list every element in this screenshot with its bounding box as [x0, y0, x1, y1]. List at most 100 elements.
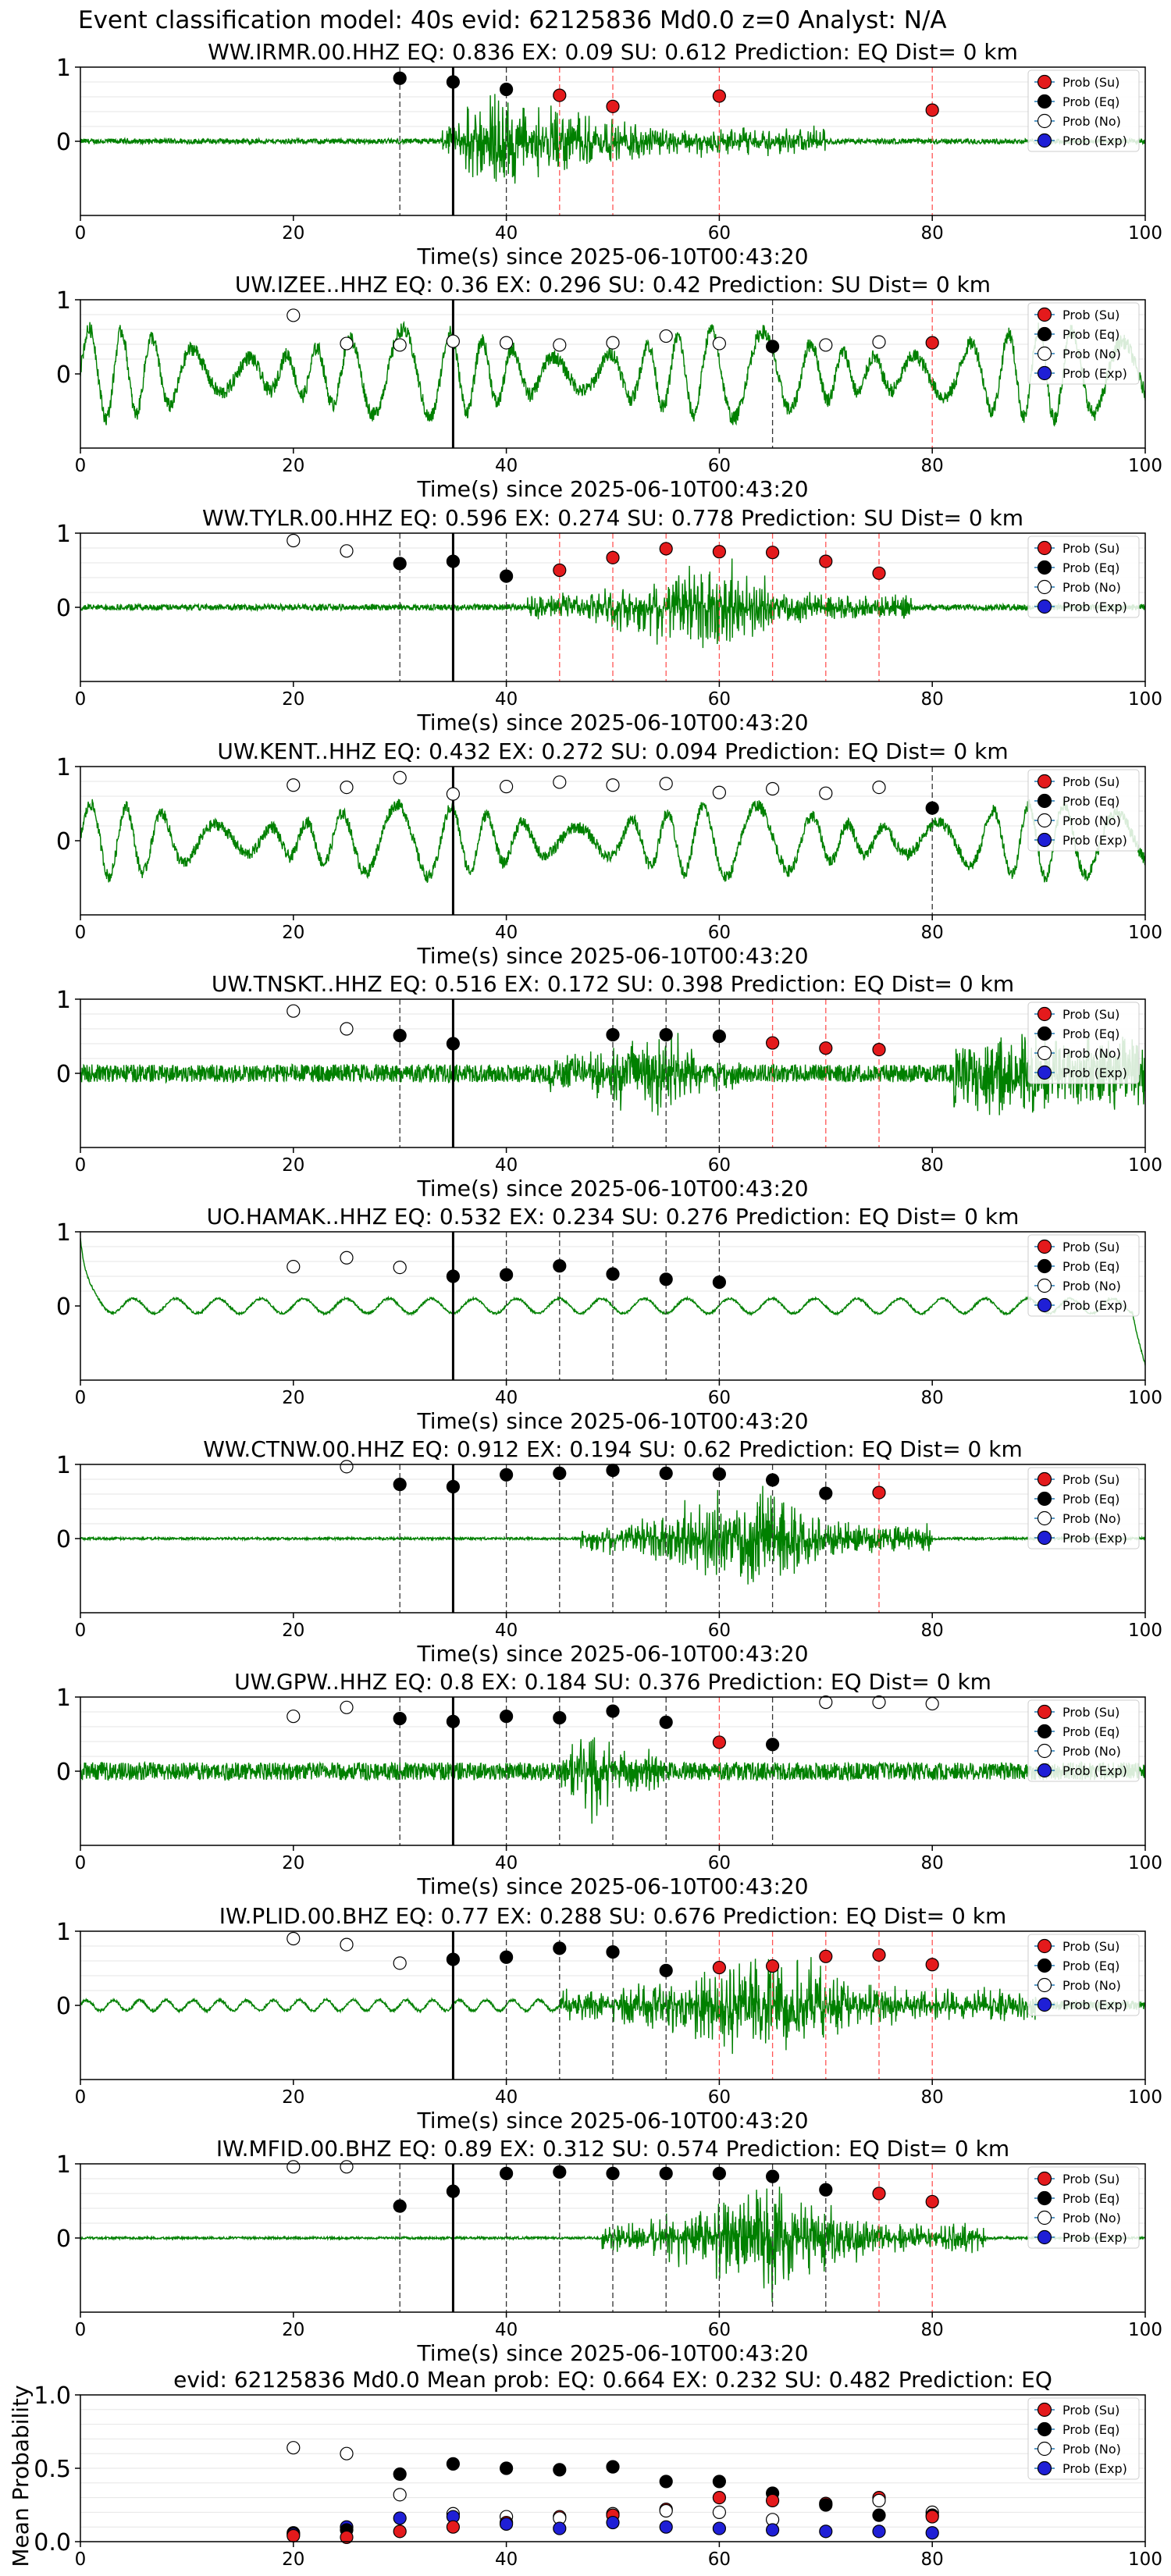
prob-point-eq	[712, 1467, 727, 1481]
y-axis-label: Mean Probability	[8, 2385, 34, 2567]
prob-point-eq	[393, 557, 407, 571]
prob-point-eq	[553, 1259, 567, 1273]
x-tick-label: 80	[921, 1155, 944, 1176]
legend-marker-exp	[1037, 832, 1052, 848]
legend-label-no: Prob (No)	[1062, 2211, 1121, 2226]
legend-label-su: Prob (Su)	[1062, 774, 1119, 789]
y-tick-label: 1	[56, 1919, 71, 1946]
legend-label-no: Prob (No)	[1062, 347, 1121, 361]
x-tick-label: 60	[708, 1621, 731, 1641]
prob-point-eq	[553, 1711, 567, 1725]
prob-point-su	[340, 2530, 354, 2544]
x-tick-label: 60	[708, 2549, 731, 2570]
legend-marker-exp	[1037, 1065, 1052, 1080]
legend-label-exp: Prob (Exp)	[1062, 833, 1127, 848]
plot-area	[80, 1931, 1145, 2080]
prob-point-su	[606, 99, 620, 113]
prob-point-eq	[659, 1272, 673, 1286]
legend-label-su: Prob (Su)	[1062, 1472, 1119, 1487]
plot-area	[80, 1464, 1145, 1613]
mean-probability-panel: evid: 62125836 Md0.0 Mean prob: EQ: 0.66…	[8, 2367, 1162, 2570]
legend-label-no: Prob (No)	[1062, 1279, 1121, 1293]
legend-marker-no	[1037, 813, 1052, 828]
legend-label-exp: Prob (Exp)	[1062, 1298, 1127, 1313]
prob-point-exp	[712, 2521, 727, 2535]
legend-label-no: Prob (No)	[1062, 1046, 1121, 1061]
x-tick-label: 40	[495, 689, 518, 710]
prob-point-exp	[659, 2520, 673, 2534]
x-tick-label: 40	[495, 1853, 518, 1873]
plot-area	[80, 300, 1145, 448]
legend-label-no: Prob (No)	[1062, 2442, 1121, 2457]
prob-point-eq	[446, 1037, 461, 1051]
prob-point-no	[287, 1710, 301, 1724]
prob-point-eq	[446, 2184, 461, 2198]
legend-label-su: Prob (Su)	[1062, 308, 1119, 322]
x-tick-label: 80	[921, 2320, 944, 2340]
x-tick-label: 0	[75, 1621, 87, 1641]
y-tick-label: 0	[56, 1061, 71, 1088]
legend-label-exp: Prob (Exp)	[1062, 2230, 1127, 2245]
waveform-trace	[80, 94, 1145, 184]
prob-point-su	[659, 542, 673, 556]
prob-point-su	[819, 1949, 833, 1963]
legend-box	[1027, 1934, 1140, 2016]
prob-point-eq	[659, 1466, 673, 1481]
x-tick-label: 60	[708, 2320, 731, 2340]
station-panel-5: UO.HAMAK..HHZ EQ: 0.532 EX: 0.234 SU: 0.…	[56, 1204, 1162, 1434]
legend-box	[1027, 535, 1140, 618]
x-tick-label: 0	[75, 923, 87, 943]
station-panel-7: UW.GPW..HHZ EQ: 0.8 EX: 0.184 SU: 0.376 …	[56, 1669, 1162, 1899]
x-tick-label: 100	[1128, 1155, 1162, 1176]
legend-label-su: Prob (Su)	[1062, 1939, 1119, 1954]
x-tick-label: 40	[495, 923, 518, 943]
x-tick-label: 0	[75, 2320, 87, 2340]
legend-label-su: Prob (Su)	[1062, 2172, 1119, 2186]
x-tick-label: 100	[1128, 689, 1162, 710]
x-tick-label: 40	[495, 1621, 518, 1641]
legend-marker-su	[1037, 774, 1052, 789]
x-axis-label: Time(s) since 2025-06-10T00:43:20	[416, 1873, 808, 1899]
legend-box	[1027, 1002, 1140, 1084]
prob-point-eq	[553, 1466, 567, 1481]
x-tick-label: 0	[75, 1388, 87, 1408]
panel-title: UW.IZEE..HHZ EQ: 0.36 EX: 0.296 SU: 0.42…	[235, 272, 991, 297]
prob-point-su	[765, 2493, 780, 2507]
prob-point-no	[340, 1022, 354, 1036]
legend-marker-no	[1037, 1045, 1052, 1061]
x-tick-label: 40	[495, 1155, 518, 1176]
prob-point-su	[712, 1735, 727, 1749]
prob-point-su	[925, 336, 939, 350]
legend-label-su: Prob (Su)	[1062, 75, 1119, 90]
legend: Prob (Su) Prob (Eq) Prob (No) Prob (Exp)	[1027, 1699, 1140, 1782]
x-tick-label: 80	[921, 1621, 944, 1641]
prob-point-no	[287, 1260, 301, 1274]
prob-point-eq	[393, 1478, 407, 1492]
legend-label-no: Prob (No)	[1062, 1744, 1121, 1759]
prob-point-eq	[499, 1710, 514, 1724]
x-tick-label: 40	[495, 1388, 518, 1408]
x-tick-label: 40	[495, 223, 518, 244]
prob-point-eq	[446, 554, 461, 568]
prob-point-no	[287, 2160, 301, 2174]
y-tick-label: 1	[56, 2151, 71, 2179]
prob-point-no	[287, 778, 301, 792]
figure-title: Event classification model: 40s evid: 62…	[78, 6, 947, 34]
legend-label-eq: Prob (Eq)	[1062, 1724, 1119, 1739]
prob-point-no	[340, 1251, 354, 1265]
prob-point-no	[925, 1696, 939, 1711]
prob-point-eq	[606, 2460, 620, 2474]
prob-point-eq	[446, 1269, 461, 1283]
x-tick-label: 80	[921, 223, 944, 244]
panel-title: UW.KENT..HHZ EQ: 0.432 EX: 0.272 SU: 0.0…	[217, 738, 1008, 764]
x-axis-label: Time(s) since 2025-06-10T00:43:20	[416, 710, 808, 735]
prob-point-no	[287, 1931, 301, 1946]
prob-point-eq	[499, 1268, 514, 1282]
legend-label-eq: Prob (Eq)	[1062, 94, 1119, 109]
x-tick-label: 100	[1128, 456, 1162, 476]
prob-point-su	[712, 545, 727, 559]
legend: Prob (Su) Prob (Eq) Prob (No) Prob (Exp)	[1027, 1234, 1140, 1317]
legend-label-su: Prob (Su)	[1062, 1240, 1119, 1254]
prob-point-su	[606, 550, 620, 564]
legend-label-exp: Prob (Exp)	[1062, 600, 1127, 614]
